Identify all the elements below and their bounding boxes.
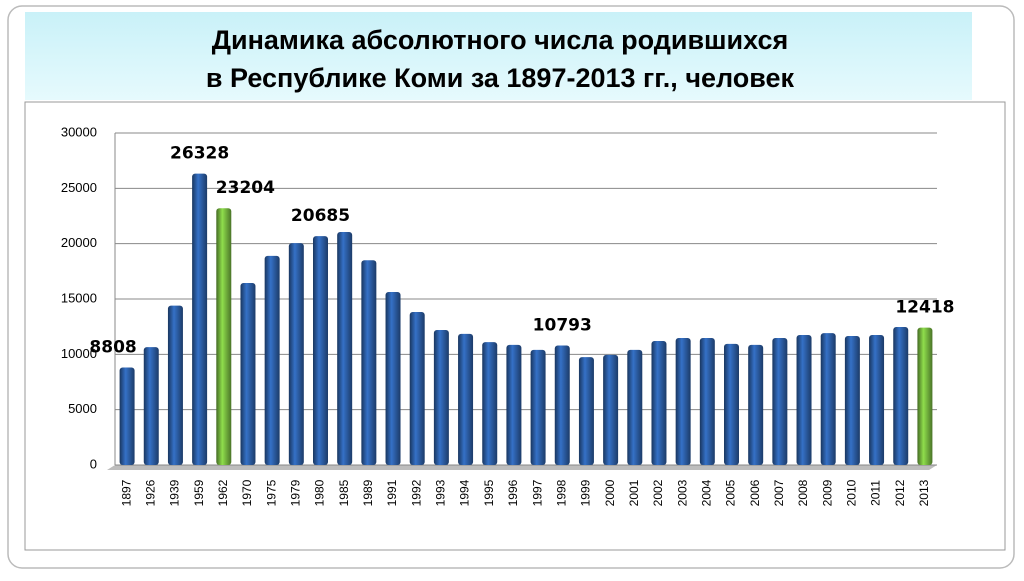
chart-title: в Республике Коми за 1897-2013 гг., чело… bbox=[206, 63, 795, 93]
floor bbox=[107, 465, 937, 470]
x-tick-label: 1926 bbox=[143, 479, 157, 506]
bar bbox=[748, 344, 764, 465]
x-tick-label: 1980 bbox=[313, 479, 327, 506]
bar bbox=[917, 327, 933, 465]
data-label: 20685 bbox=[291, 206, 350, 226]
bar bbox=[530, 349, 546, 465]
data-label: 12418 bbox=[895, 298, 954, 318]
x-tick-label: 2008 bbox=[796, 479, 810, 506]
x-tick-label: 1999 bbox=[579, 479, 593, 506]
x-tick-label: 1985 bbox=[337, 479, 351, 506]
bar bbox=[603, 354, 619, 465]
x-tick-label: 1962 bbox=[216, 479, 230, 506]
bar bbox=[240, 282, 256, 465]
bar bbox=[675, 337, 691, 465]
plot: 0 5000 10000 15000 20000 25000 30000 1897 8808 19… bbox=[61, 124, 955, 506]
bar bbox=[820, 333, 836, 465]
x-tick-label: 1993 bbox=[434, 479, 448, 506]
x-tick-label: 1939 bbox=[168, 479, 182, 506]
bar bbox=[772, 337, 788, 465]
bar bbox=[893, 326, 909, 465]
y-tick-label: 20000 bbox=[61, 235, 97, 250]
data-label: 23204 bbox=[216, 178, 275, 198]
x-tick-label: 2003 bbox=[675, 479, 689, 506]
x-tick-label: 2000 bbox=[603, 479, 617, 506]
bar bbox=[361, 260, 377, 465]
bar bbox=[385, 292, 401, 465]
data-label: 10793 bbox=[533, 316, 592, 336]
bar bbox=[264, 255, 280, 465]
y-tick-label: 25000 bbox=[61, 180, 97, 195]
x-tick-label: 1998 bbox=[554, 479, 568, 506]
bar bbox=[458, 333, 474, 465]
bar bbox=[119, 367, 135, 465]
x-tick-label: 2011 bbox=[869, 480, 883, 506]
x-tick-label: 2006 bbox=[748, 479, 762, 506]
x-tick-label: 1979 bbox=[288, 479, 302, 506]
bar bbox=[578, 357, 594, 465]
x-tick-label: 1997 bbox=[530, 479, 544, 506]
x-tick-label: 2010 bbox=[845, 479, 859, 506]
chart-area bbox=[24, 101, 1006, 551]
bar bbox=[506, 344, 522, 465]
x-tick-label: 1995 bbox=[482, 479, 496, 506]
x-tick-label: 2007 bbox=[772, 479, 786, 506]
y-tick-label: 10000 bbox=[61, 346, 97, 361]
x-tick-label: 2001 bbox=[627, 479, 641, 506]
bar bbox=[337, 232, 353, 465]
bar bbox=[409, 311, 425, 465]
chart-title: Динамика абсолютного числа родившихся bbox=[212, 25, 789, 55]
x-tick-label: 1970 bbox=[240, 479, 254, 506]
bar bbox=[143, 347, 159, 465]
x-tick-label: 1996 bbox=[506, 479, 520, 506]
bar bbox=[167, 305, 183, 465]
y-tick-label: 30000 bbox=[61, 124, 97, 139]
bar bbox=[313, 236, 328, 465]
bar bbox=[433, 329, 449, 465]
data-label: 26328 bbox=[170, 144, 229, 164]
x-tick-label: 1897 bbox=[119, 479, 133, 506]
x-tick-label: 2004 bbox=[699, 479, 713, 506]
bar bbox=[482, 342, 498, 465]
x-tick-label: 2009 bbox=[820, 479, 834, 506]
x-tick-label: 1991 bbox=[385, 479, 399, 506]
bar bbox=[796, 334, 812, 465]
x-tick-label: 1994 bbox=[458, 479, 472, 506]
y-tick-label: 0 bbox=[90, 456, 97, 471]
bar bbox=[844, 335, 860, 465]
bar bbox=[216, 208, 232, 466]
bar bbox=[869, 334, 885, 465]
x-tick-label: 1989 bbox=[361, 479, 375, 506]
x-tick-label: 2013 bbox=[917, 479, 931, 506]
y-tick-label: 5000 bbox=[68, 401, 97, 416]
data-label: 8808 bbox=[89, 338, 136, 358]
y-tick-label: 15000 bbox=[61, 290, 97, 305]
x-tick-label: 2012 bbox=[893, 479, 907, 506]
x-tick-label: 1959 bbox=[192, 479, 206, 506]
bar bbox=[192, 173, 208, 466]
x-tick-label: 1992 bbox=[409, 479, 423, 506]
bar bbox=[651, 341, 667, 465]
bar bbox=[699, 337, 715, 465]
x-tick-label: 1975 bbox=[264, 479, 278, 506]
bar bbox=[724, 343, 739, 465]
bar bbox=[554, 345, 570, 465]
x-tick-label: 2005 bbox=[724, 479, 738, 506]
bar bbox=[288, 243, 304, 465]
x-tick-label: 2002 bbox=[651, 479, 665, 506]
title-box bbox=[25, 12, 972, 100]
bar bbox=[627, 349, 643, 465]
